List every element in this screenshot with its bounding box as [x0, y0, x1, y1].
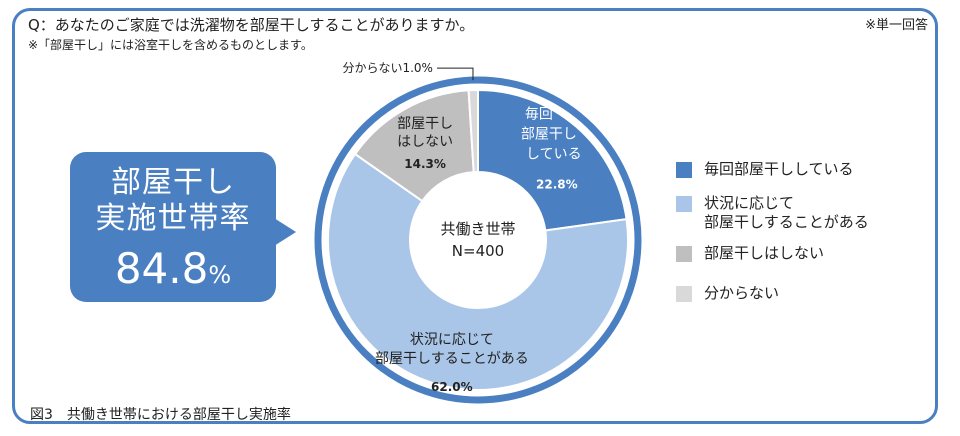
donut-center-label-line2: N=400: [452, 242, 504, 260]
legend-swatch-1: [676, 196, 692, 212]
callout-rate-value: 84.8: [114, 244, 209, 293]
donut-slice-3: [467, 88, 479, 174]
callout-box: 部屋干し 実施世帯率 84.8%: [70, 152, 276, 302]
note-text: ※「部屋干し」には浴室干しを含めるものとします。: [28, 38, 313, 52]
callout-rate-unit: %: [208, 261, 232, 289]
question-text: Q：あなたのご家庭では洗濯物を部屋干しすることがありますか。: [28, 16, 475, 34]
slice-0-label-line-1: 部屋干し: [521, 126, 577, 142]
legend-label-1: 状況に応じて 部屋干しすることがある: [704, 194, 869, 231]
figure-caption: 図3 共働き世帯における部屋干し実施率: [30, 407, 291, 423]
callout-title-line2: 実施世帯率: [95, 201, 251, 236]
chart-frame: [12, 8, 938, 424]
donut-slice-1: [327, 152, 629, 391]
callout-pointer: [274, 218, 296, 246]
slice-2-label-line-1: はしない: [397, 134, 453, 150]
slice-3-label: 分からない1.0%: [342, 61, 433, 75]
slice-1-label-line-0: 状況に応じて: [410, 332, 494, 348]
legend-swatch-2: [676, 246, 692, 262]
slice-0-label-line-2: している: [526, 146, 582, 162]
slice-1-value-label: 62.0%: [431, 380, 473, 394]
slice-2-value-label: 14.3%: [404, 157, 446, 171]
slice-1-label-line-1: 部屋干しすることがある: [375, 351, 529, 367]
callout-title-line1: 部屋干し: [111, 165, 235, 200]
answer-type-label: ※単一回答: [865, 18, 928, 33]
legend-swatch-3: [676, 286, 692, 302]
callout-rate: 84.8%: [70, 246, 276, 298]
legend-label-2: 部屋干しはしない: [704, 244, 825, 262]
legend-label-0: 毎回部屋干ししている: [704, 160, 854, 178]
donut-slice-2: [353, 89, 475, 203]
slice-2-label-line-0: 部屋干し: [397, 116, 453, 132]
donut-outer-ring: [314, 76, 642, 404]
slice-0-label-line-0: 毎回: [525, 106, 553, 122]
donut-center-label-line1: 共働き世帯: [440, 220, 515, 238]
donut-slice-0: [477, 88, 628, 232]
legend-swatch-0: [676, 162, 692, 178]
legend-label-3: 分からない: [704, 284, 780, 302]
slice-3-leader-line: [436, 67, 474, 81]
slice-0-value-label: 22.8%: [536, 177, 578, 191]
